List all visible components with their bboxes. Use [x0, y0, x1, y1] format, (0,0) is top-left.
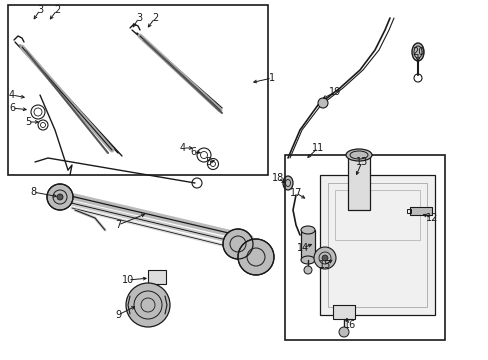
- Text: 7: 7: [115, 220, 121, 230]
- Text: 4: 4: [9, 90, 15, 100]
- Text: 17: 17: [289, 188, 302, 198]
- Ellipse shape: [411, 43, 423, 61]
- Bar: [409, 207, 431, 215]
- Circle shape: [126, 283, 170, 327]
- Text: 14: 14: [296, 243, 308, 253]
- Text: 2: 2: [54, 5, 60, 15]
- Circle shape: [317, 98, 327, 108]
- Ellipse shape: [304, 266, 311, 274]
- Text: 1: 1: [268, 73, 274, 83]
- Circle shape: [321, 255, 327, 261]
- Text: 10: 10: [122, 275, 134, 285]
- Text: 5: 5: [25, 117, 31, 127]
- Circle shape: [238, 239, 273, 275]
- Ellipse shape: [301, 226, 314, 234]
- Bar: [148, 270, 165, 284]
- Text: 6: 6: [189, 147, 196, 157]
- Text: 3: 3: [37, 5, 43, 15]
- Text: 15: 15: [318, 260, 330, 270]
- Bar: [406, 209, 410, 213]
- Text: 11: 11: [311, 143, 324, 153]
- Text: 12: 12: [425, 213, 437, 223]
- Text: 18: 18: [271, 173, 284, 183]
- Bar: [334, 190, 419, 240]
- Text: 2: 2: [152, 13, 158, 23]
- Circle shape: [313, 247, 335, 269]
- Text: 4: 4: [180, 143, 185, 153]
- Text: 5: 5: [204, 157, 211, 167]
- Bar: [301, 230, 314, 260]
- Bar: [327, 183, 426, 307]
- Ellipse shape: [301, 256, 314, 264]
- Bar: [285, 155, 444, 340]
- Circle shape: [57, 194, 63, 200]
- Text: 9: 9: [115, 310, 121, 320]
- Circle shape: [47, 184, 73, 210]
- Circle shape: [338, 327, 348, 337]
- Text: 6: 6: [9, 103, 15, 113]
- Text: 8: 8: [30, 187, 36, 197]
- Bar: [319, 175, 434, 315]
- Text: 19: 19: [328, 87, 341, 97]
- Bar: [347, 155, 369, 210]
- Ellipse shape: [346, 149, 371, 161]
- Text: 3: 3: [136, 13, 142, 23]
- Bar: [332, 305, 354, 319]
- Circle shape: [223, 229, 252, 259]
- Text: 20: 20: [411, 47, 423, 57]
- Text: 13: 13: [355, 157, 367, 167]
- Ellipse shape: [283, 176, 292, 190]
- Bar: [8, 5, 267, 175]
- Text: 16: 16: [343, 320, 355, 330]
